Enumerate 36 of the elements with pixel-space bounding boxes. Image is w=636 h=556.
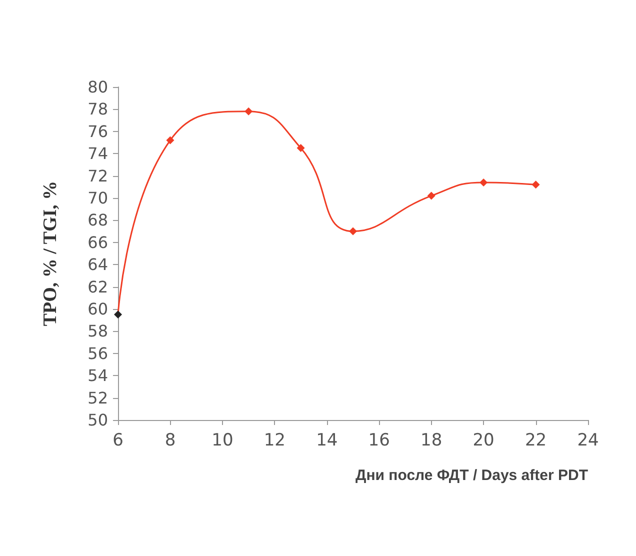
y-tick-label: 50: [88, 410, 108, 430]
x-tick-label: 24: [577, 430, 599, 450]
x-axis-title: Дни после ФДТ / Days after PDT: [356, 467, 588, 484]
point: [349, 227, 357, 236]
x-tick-label: 6: [112, 430, 124, 450]
y-axis-title: TPO, % / TGI, %: [40, 180, 61, 326]
x-tick-label: 22: [524, 430, 547, 450]
point: [166, 136, 174, 144]
y-tick-label: 68: [88, 210, 108, 230]
point: [480, 178, 488, 186]
y-tick-label: 78: [88, 100, 108, 119]
y-tick-label: 66: [88, 232, 108, 252]
y-tick-label: 76: [88, 122, 108, 141]
point: [244, 107, 253, 116]
x-tick-label: 20: [472, 430, 494, 450]
y-tick-label: 58: [88, 322, 108, 341]
x-tick-label: 10: [212, 430, 234, 450]
x-tick-label: 12: [264, 430, 286, 450]
y-tick-label: 72: [88, 166, 108, 186]
y-tick-label: 74: [88, 144, 108, 164]
point: [296, 144, 305, 152]
y-tick-label: 52: [88, 388, 108, 408]
y-tick-label: 64: [88, 255, 108, 274]
x-tick-label: 8: [164, 430, 176, 450]
y-tick-label: 56: [88, 344, 108, 363]
x-tick-label: 14: [316, 430, 338, 450]
point: [114, 310, 122, 319]
y-tick-label: 54: [88, 366, 108, 386]
point: [532, 180, 540, 189]
x-tick-label: 18: [420, 430, 442, 450]
y-tick-label: 80: [88, 78, 108, 96]
y-tick-label: 62: [88, 277, 108, 296]
y-tick-label: 60: [88, 300, 108, 318]
point: [427, 192, 436, 200]
y-tick-label: 70: [88, 188, 108, 208]
x-tick-label: 16: [368, 430, 390, 450]
